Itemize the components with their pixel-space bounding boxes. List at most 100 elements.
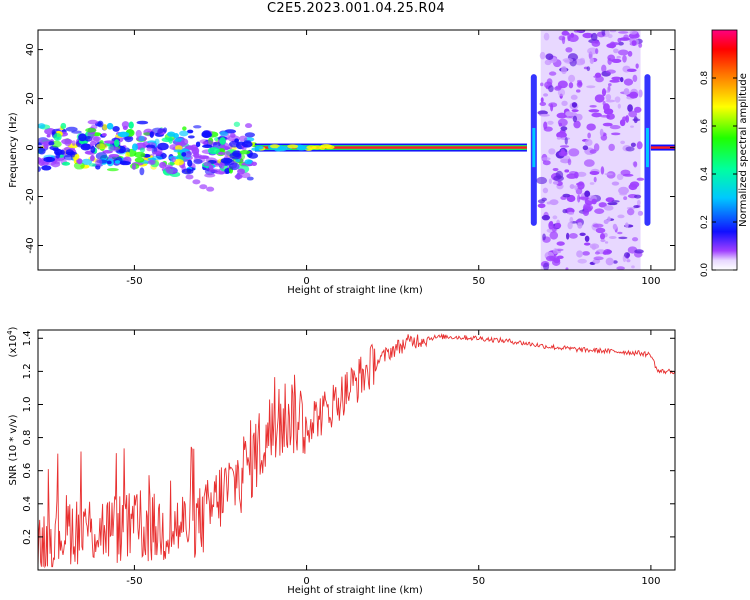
occultation-blob [582,209,590,216]
occultation-blob [549,231,559,240]
spectrogram-ytick-label: -20 [25,188,36,204]
occultation-blob [577,221,583,229]
spectral-blob [205,140,214,145]
spectral-blob [101,132,107,137]
occultation-blob [541,157,551,161]
snr-line [38,333,675,569]
occultation-blob [613,48,619,54]
spectral-blob [199,184,208,190]
occultation-blob [618,31,629,34]
occultation-blob [617,41,624,46]
spectral-blob [128,121,134,129]
snr-ytick-label: 0.2 [22,529,33,545]
occultation-blob [617,231,623,235]
occultation-blob [567,32,571,42]
spectral-blob [87,119,99,125]
occultation-blob [605,93,612,101]
spectral-blob [239,150,251,155]
occultation-blob [539,101,547,107]
occultation-blob [562,58,574,63]
occultation-blob [617,49,629,56]
spectral-blob [109,146,120,152]
occultation-blob [586,85,596,89]
occultation-blob [634,106,642,113]
spectral-blob [106,122,114,130]
occultation-blob [605,90,611,93]
carrier-band-core [254,146,527,149]
spectral-blob [287,144,299,149]
occultation-blob [604,172,614,176]
spectrogram-ytick-label: 0 [25,144,36,150]
spectral-blob [228,162,240,171]
occultation-blob [552,215,558,220]
spectral-blob [112,126,120,132]
spectral-blob [80,143,91,151]
spectral-blob [229,152,242,160]
occultation-blob [568,82,574,89]
spectrogram-xtick-label: -50 [126,276,142,287]
snr-scale-prefix: (x10 [8,335,19,358]
occultation-blob [567,211,575,215]
spectral-blob [223,151,231,157]
spectrogram-frame [37,29,676,271]
occultation-blob [623,78,634,86]
occultation-blob [557,88,566,97]
spectral-blob [247,152,259,159]
occultation-blob [600,114,611,118]
occultation-blob [541,214,551,221]
spectral-blob [181,168,194,175]
snr-frame [37,329,676,571]
spectral-blob [277,145,287,150]
occultation-blob [594,251,600,255]
snr-x-axis-label: Height of straight line (km) [287,585,423,596]
spectral-blob [90,154,95,162]
occultation-blob [603,249,612,255]
carrier-remnant-core [650,146,675,149]
spectral-blob [41,165,52,171]
spectral-blob [106,160,112,165]
occultation-blob [634,194,642,199]
spectral-blob [220,157,233,164]
spectrogram-y-axis-label: Frequency (Hz) [8,112,19,188]
spectral-blob [179,130,189,137]
occultation-blob [550,103,554,112]
occultation-blob [595,48,599,55]
colorbar-tick-label: 0.8 [700,71,710,86]
occultation-blob [602,122,613,127]
occultation-blob [569,170,578,176]
spectral-blob [254,145,264,150]
colorbar-gradient [711,29,738,271]
occultation-blob [584,235,590,242]
occultation-blob [610,132,621,136]
spectral-blob [204,173,216,178]
spectral-blob [71,130,82,134]
occultation-blob [622,55,627,63]
spectral-blob [125,151,130,158]
spectral-blob [164,164,173,170]
occultation-blob [568,148,580,157]
edge-spike-core [645,127,649,168]
spectral-blob [76,158,83,165]
spectral-blob [149,131,154,138]
spectral-blob [81,158,93,166]
spectral-blob [166,169,178,175]
colorbar-label: Normalized spectral amplitude [738,73,749,227]
occultation-blob [577,194,581,203]
occultation-blob [619,77,624,83]
spectral-blob [138,135,145,142]
snr-xtick-label: -50 [126,576,142,587]
spectral-blob [139,147,145,153]
occultation-blob [634,249,644,254]
occultation-blob [625,146,635,152]
occultation-blob [617,37,622,43]
spectral-blob [102,123,108,131]
spectral-blob [192,179,201,185]
occultation-blob [593,75,599,79]
occultation-blob [626,208,635,216]
occultation-blob [620,169,631,176]
spectral-blob [296,146,307,151]
occultation-blob [554,222,562,229]
occultation-blob [543,93,549,97]
occultation-blob [594,208,605,214]
spectral-blob [52,147,60,152]
